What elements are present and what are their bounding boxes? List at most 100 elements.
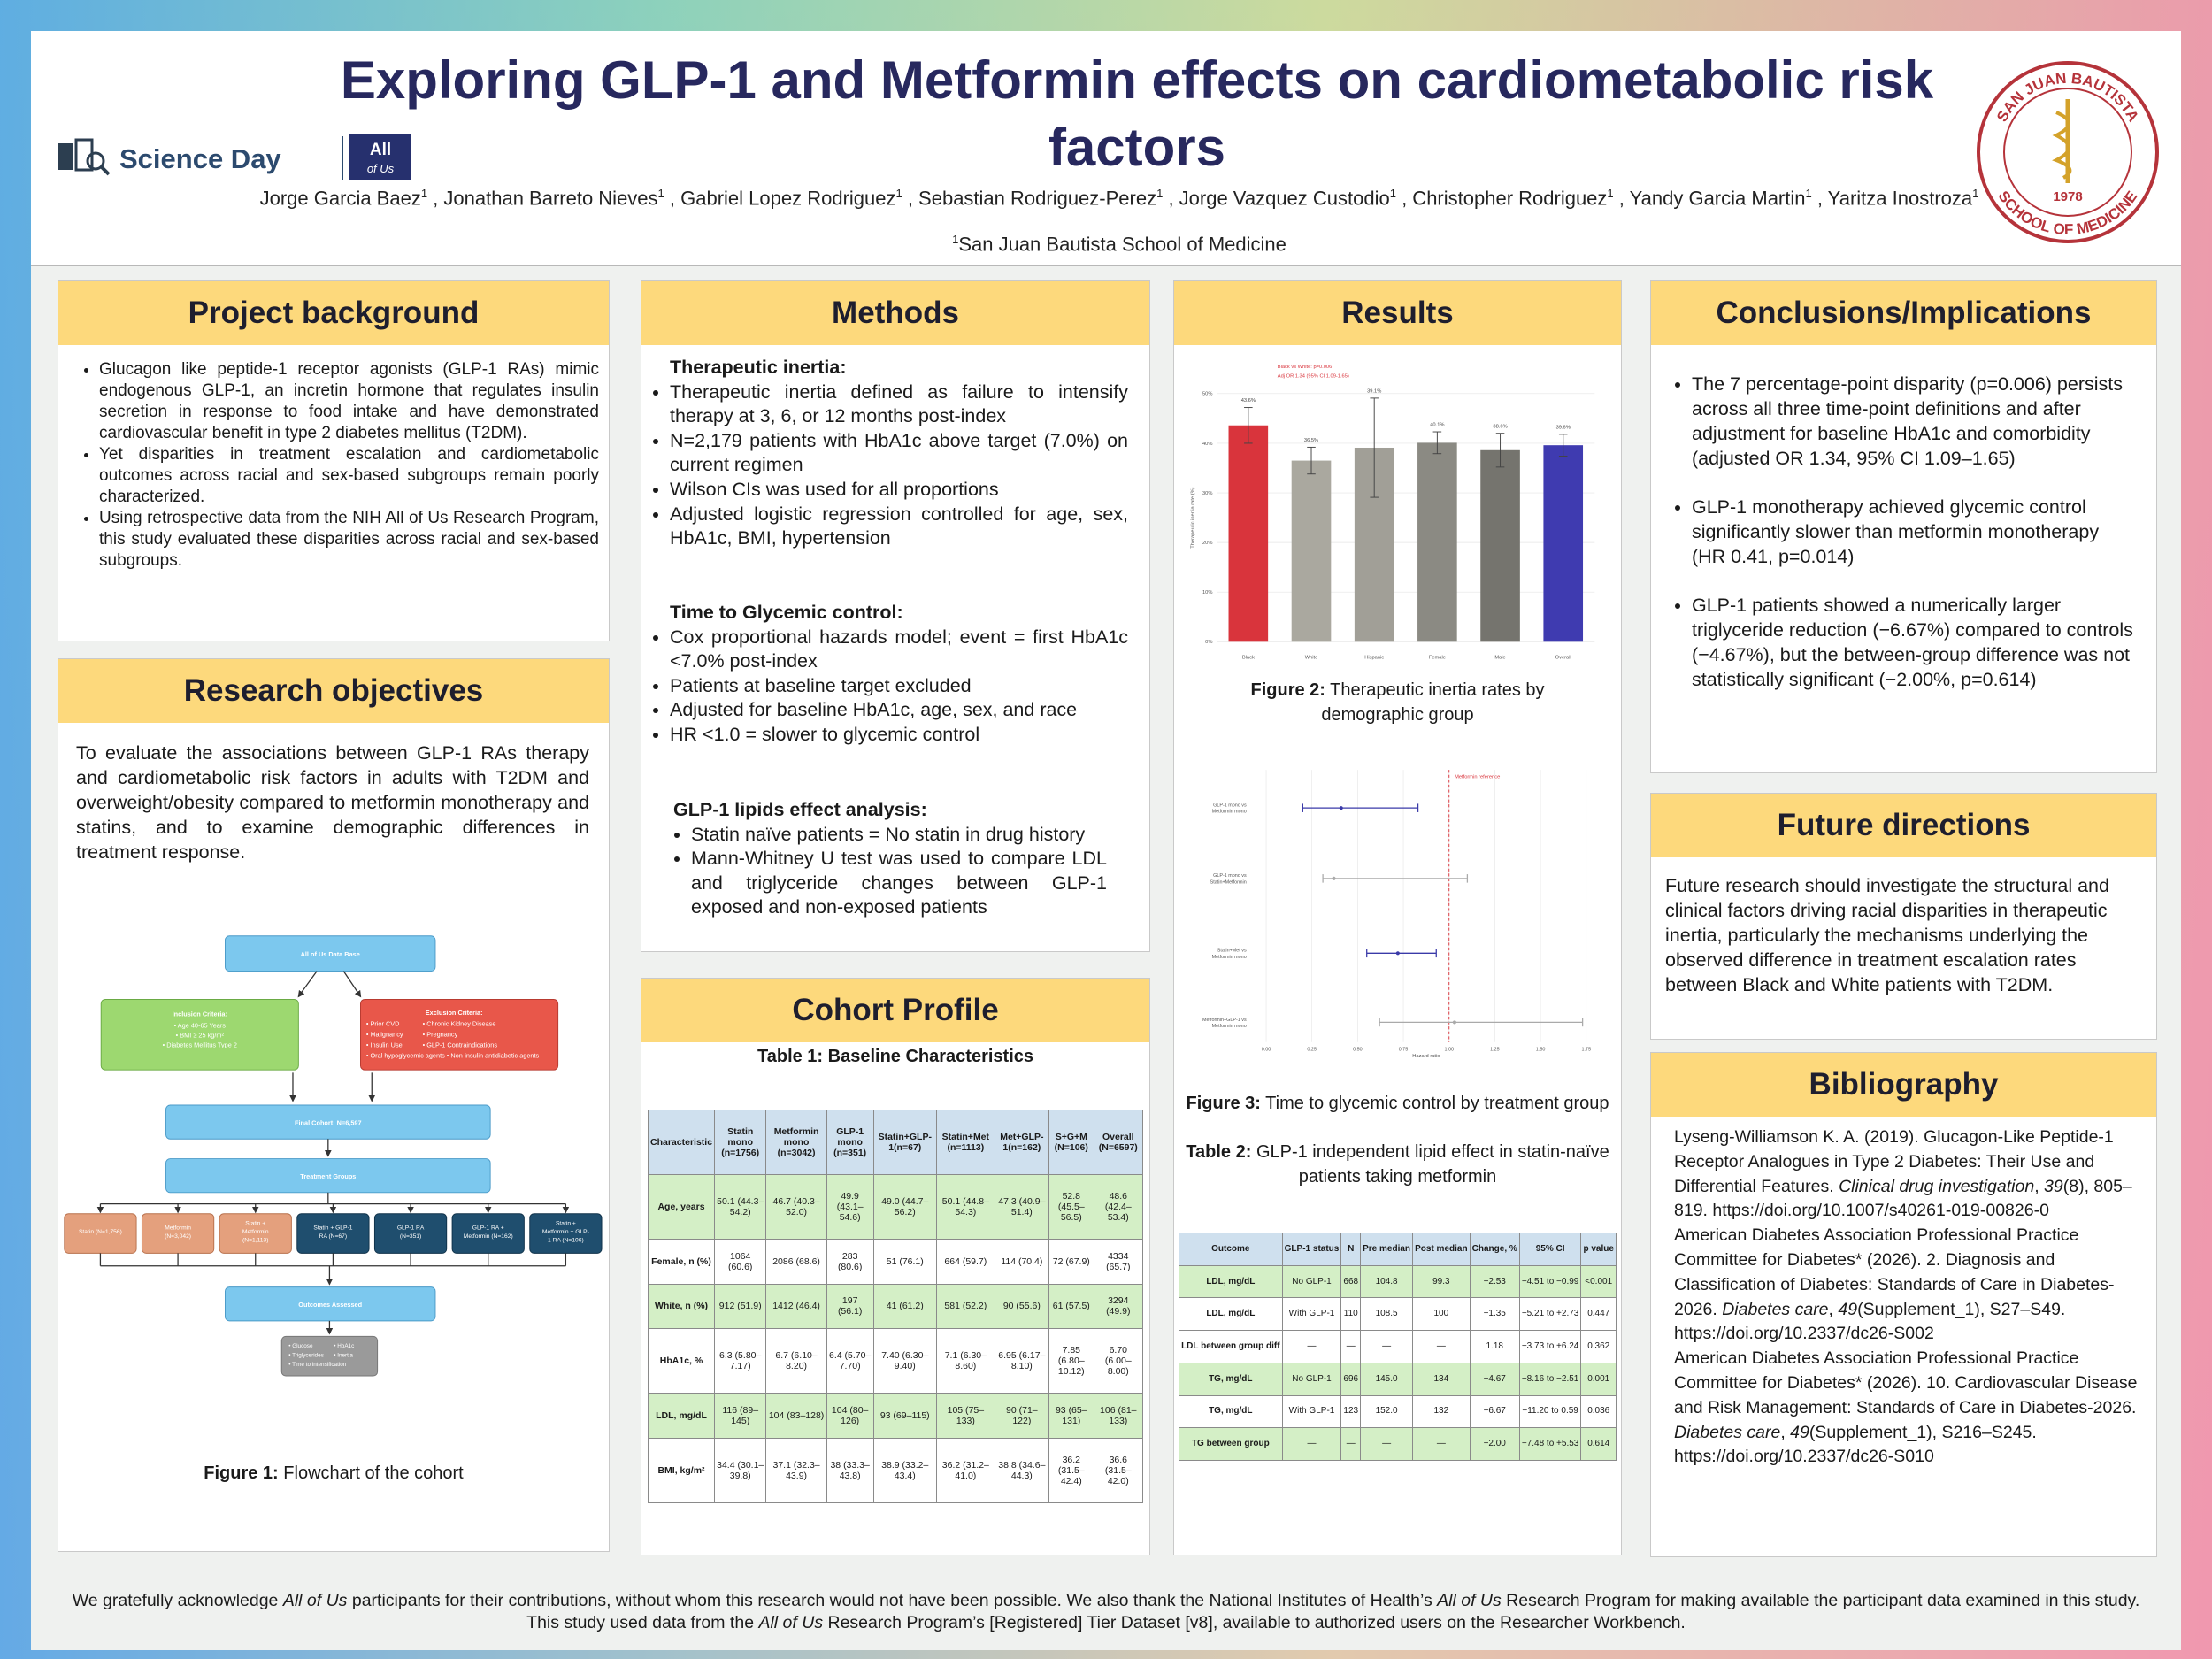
text-run: Jorge Garcia Baez [259,187,421,210]
caption-label: Figure 1: [204,1463,279,1483]
emphasis: Diabetes care [1722,1299,1829,1319]
flow-text: • Insulin Use [366,1041,403,1049]
column-header: Outcome [1179,1233,1283,1266]
text-run: We gratefully acknowledge [72,1591,283,1610]
table-cell: 108.5 [1360,1297,1414,1332]
table-cell: White, n (%) [647,1283,716,1330]
table-cell: — [1360,1330,1414,1363]
doi-link[interactable]: https://doi.org/10.2337/dc26-S010 [1674,1447,1934,1467]
flow-text: • Malignancy [366,1031,403,1039]
table-row: LDL, mg/dL 116 (89–145) 104 (83–128) 104 (8… [647,1393,1144,1439]
flow-text: GLP-1 RA [397,1225,425,1231]
flow-text: Metformin (N=162) [464,1233,513,1240]
flow-text: Statin (N=1,756) [79,1229,122,1235]
emphasis: Clinical drug investigation [1839,1176,2035,1196]
confidence-interval [1366,949,1437,958]
results-panel: Results 0% 10% 20% 30% 40% 50% Therapeutic ine… [1173,280,1622,1555]
flow-box [224,1286,436,1322]
y-tick-label: Metformin mono [1212,1024,1247,1029]
table-cell: 696 [1340,1362,1362,1396]
bullet: Therapeutic inertia defined as failure t… [670,380,1128,429]
methods-section: Therapeutic inertia:Therapeutic inertia … [659,356,1128,551]
table-cell: 0.362 [1580,1330,1617,1363]
text-run: , Jorge Vazquez Custodio [1163,187,1390,210]
table-cell: 283 (80.6) [826,1239,874,1285]
table-cell: — [1340,1330,1362,1363]
table-cell: −6.67 [1469,1394,1520,1429]
annotation: Adj OR 1.34 (95% CI 1.09-1.65) [1278,374,1349,380]
table-cell: — [1281,1427,1342,1461]
caption-text: Flowchart of the cohort [283,1463,464,1483]
table-row: Female, n (%) 1064 (60.6) 2086 (68.6) 283 (… [647,1239,1144,1285]
flow-box [100,998,299,1071]
table-header-row: Outcome GLP-1 status N Pre median Post media… [1179,1233,1617,1266]
table-title: Table 1: Baseline Characteristics [757,1047,1033,1066]
column-header: GLP-1 status [1281,1233,1342,1266]
column-header: Metformin mono (n=3042) [765,1109,827,1176]
bullet: Patients at baseline target excluded [670,674,1128,699]
point-estimate [1339,806,1343,810]
panel-title: Research objectives [58,659,609,723]
table-cell: 106 (81–133) [1093,1393,1144,1439]
doi-link[interactable]: https://doi.org/10.2337/dc26-S002 [1674,1324,1934,1344]
methods-section: GLP-1 lipids effect analysis: Statin naïv… [659,798,1107,920]
affiliation-name: San Juan Bautista School of Medicine [958,233,1286,256]
lipid-table: Outcome GLP-1 status N Pre median Post media… [1179,1233,1617,1461]
value-label: 36.5% [1304,438,1318,443]
x-tick-label: 1.25 [1490,1047,1500,1052]
table-cell: 4334 (65.7) [1093,1239,1144,1285]
table-cell: 581 (52.2) [935,1283,995,1330]
table-cell: 105 (75–133) [935,1393,995,1439]
table-cell: 72 (67.9) [1048,1239,1094,1285]
bullet: GLP-1 monotherapy achieved glycemic cont… [1692,495,2134,569]
section-heading: Time to Glycemic control: [670,602,903,623]
column-header: Statin+Met (n=1113) [935,1109,995,1176]
affiliation: 1San Juan Bautista School of Medicine [252,233,1986,256]
table-cell: 0.614 [1580,1427,1617,1461]
project-background-panel: Project background Glucagon like peptide… [58,280,610,641]
table-cell: 38.8 (34.6–44.3) [994,1437,1050,1504]
methods-section: Time to Glycemic control: Cox proportiona… [659,601,1128,748]
confidence-interval [1302,803,1419,812]
table-cell: 93 (69–115) [872,1393,937,1439]
section-heading: Therapeutic inertia: [670,357,847,378]
bullet: Yet disparities in treatment escalation … [99,444,599,508]
doi-link[interactable]: https://doi.org/10.1007/s40261-019-00826… [1712,1201,2049,1221]
table-cell: No GLP-1 [1281,1264,1342,1299]
flow-box [280,1335,379,1377]
table-cell: −4.51 to −0.99 [1518,1264,1582,1299]
table-cell: TG between group [1179,1427,1283,1461]
figure-caption: Figure 1: Flowchart of the cohort [58,1461,609,1486]
bullet: HR <1.0 = slower to glycemic control [670,723,1128,748]
table-cell: 104 (80–126) [826,1393,874,1439]
error-bar [1558,434,1568,457]
science-day-logo: Science Day All of Us [58,134,411,180]
x-tick-label: 1.50 [1536,1047,1546,1052]
x-tick-label: Black [1242,655,1255,660]
caption-text: Time to glycemic control by treatment gr… [1265,1094,1609,1113]
y-tick-label: GLP-1 mono vs [1213,873,1247,879]
table-cell: 6.7 (6.10–8.20) [765,1328,827,1394]
table-cell: — [1412,1427,1471,1461]
objectives-text: To evaluate the associations between GLP… [76,742,589,863]
bullet: GLP-1 patients showed a numerically larg… [1692,593,2134,692]
flow-text: • Prior CVD [366,1020,400,1028]
table-cell: 36.2 (31.2–41.0) [935,1437,995,1504]
table-cell: 99.3 [1412,1264,1471,1299]
bullet: Adjusted for baseline HbA1c, age, sex, a… [670,698,1128,723]
table-header-row: Characteristic Statin mono (n=1756) Metfor… [647,1109,1144,1176]
column-header: Met+GLP-1(n=162) [994,1109,1050,1176]
future-text: Future research should investigate the s… [1665,875,2109,995]
table-cell: 0.036 [1580,1394,1617,1429]
text-run: (8), 805–819. [1674,1176,2132,1221]
text-run: , Christopher Rodriguez [1395,187,1608,210]
flow-text: • Diabetes Mellitus Type 2 [163,1041,237,1049]
value-label: 38.6% [1493,424,1507,429]
table-cell: 49.9 (43.1–54.6) [826,1174,874,1240]
flowchart: All of Us Data Base Inclusion Criteria: • … [64,935,603,1377]
table-cell: With GLP-1 [1281,1297,1342,1332]
error-bar [1307,446,1316,475]
panel-title: Cohort Profile [641,979,1149,1042]
emphasis: 1 [1389,187,1396,200]
